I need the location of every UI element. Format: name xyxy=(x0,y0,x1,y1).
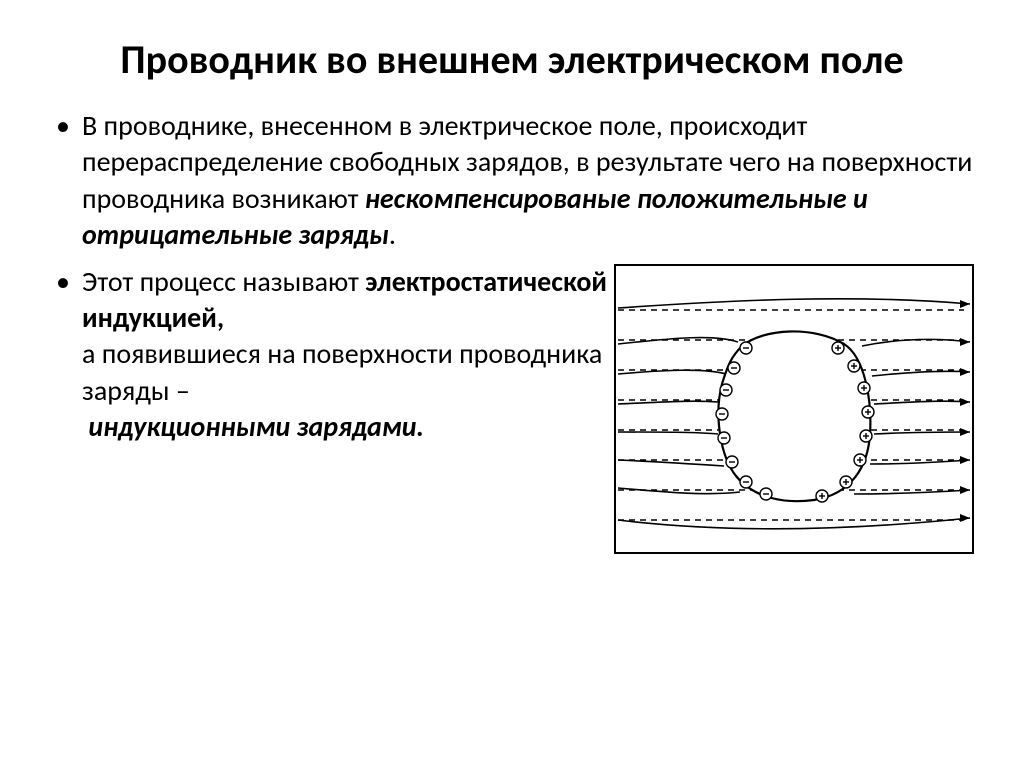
b2-t4: индукционными зарядами. xyxy=(88,409,424,444)
b2-t1: Этот процесс называют xyxy=(82,264,365,299)
b2-t3: а появившиеся на поверхности проводника … xyxy=(82,336,602,407)
slide-content: В проводнике, внесенном в электрическое … xyxy=(50,108,974,554)
bullet-1: В проводнике, внесенном в электрическое … xyxy=(50,108,974,254)
diagram-container xyxy=(614,264,974,554)
field-diagram xyxy=(614,264,974,554)
page-title: Проводник во внешнем электрическом поле xyxy=(50,36,974,84)
bullet-2: Этот процесс называют электростатической… xyxy=(50,264,974,554)
b1-t3: . xyxy=(389,217,396,252)
bullet-2-text: Этот процесс называют электростатической… xyxy=(82,264,608,446)
